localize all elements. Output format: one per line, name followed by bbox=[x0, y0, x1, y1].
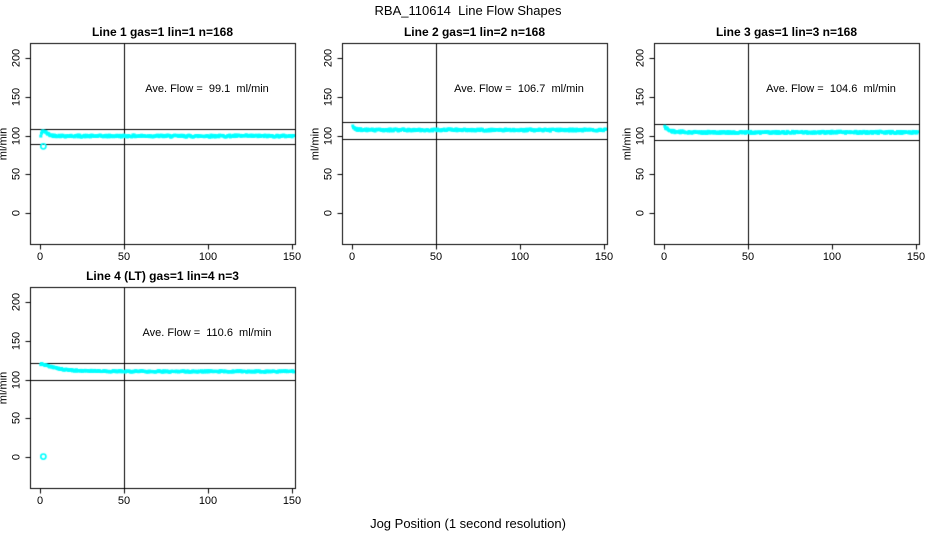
x-tick-label: 50 bbox=[741, 251, 755, 263]
y-tick-label: 50 bbox=[10, 168, 23, 181]
x-tick-label: 100 bbox=[198, 495, 218, 507]
y-axis-label: ml/min bbox=[0, 371, 10, 404]
x-tick-label: 50 bbox=[117, 495, 131, 507]
x-tick-label: 100 bbox=[198, 251, 218, 263]
x-tick-label: 50 bbox=[117, 251, 131, 263]
y-tick-label: 100 bbox=[322, 126, 335, 145]
y-tick-label: 50 bbox=[322, 168, 335, 181]
y-tick-label: 200 bbox=[322, 48, 335, 68]
y-tick-label: 100 bbox=[10, 370, 23, 389]
y-tick-label: 150 bbox=[634, 87, 647, 106]
y-axis-label: ml/min bbox=[309, 127, 322, 160]
y-axis-label: ml/min bbox=[0, 127, 10, 160]
y-axis-label: ml/min bbox=[621, 127, 634, 160]
y-tick-label: 200 bbox=[10, 292, 23, 312]
ave-flow-annotation: Ave. Flow = 110.6 ml/min bbox=[142, 327, 272, 339]
panel-title: Line 2 gas=1 lin=2 n=168 bbox=[403, 25, 546, 39]
x-tick-label: 0 bbox=[36, 251, 44, 263]
panel-title: Line 3 gas=1 lin=3 n=168 bbox=[715, 25, 858, 39]
x-tick-label: 0 bbox=[348, 251, 356, 263]
y-tick-label: 100 bbox=[634, 126, 647, 145]
x-tick-label: 100 bbox=[510, 251, 530, 263]
panel-title: Line 1 gas=1 lin=1 n=168 bbox=[91, 25, 234, 39]
x-tick-label: 150 bbox=[282, 495, 302, 507]
y-tick-label: 150 bbox=[322, 87, 335, 106]
x-tick-label: 150 bbox=[282, 251, 302, 263]
y-tick-label: 0 bbox=[10, 453, 23, 461]
ave-flow-annotation: Ave. Flow = 104.6 ml/min bbox=[766, 83, 896, 95]
x-tick-label: 50 bbox=[429, 251, 443, 263]
y-tick-label: 150 bbox=[10, 331, 23, 350]
x-tick-label: 100 bbox=[822, 251, 842, 263]
y-tick-label: 50 bbox=[10, 412, 23, 425]
y-tick-label: 0 bbox=[634, 209, 647, 217]
x-axis-label: Jog Position (1 second resolution) bbox=[370, 516, 566, 531]
x-tick-label: 0 bbox=[36, 495, 44, 507]
x-tick-label: 150 bbox=[906, 251, 926, 263]
chart-title: RBA_110614 Line Flow Shapes bbox=[374, 3, 562, 18]
ave-flow-annotation: Ave. Flow = 106.7 ml/min bbox=[454, 83, 584, 95]
y-tick-label: 50 bbox=[634, 168, 647, 181]
y-tick-label: 200 bbox=[634, 48, 647, 68]
x-tick-label: 0 bbox=[660, 251, 668, 263]
ave-flow-annotation: Ave. Flow = 99.1 ml/min bbox=[145, 83, 269, 95]
y-tick-label: 0 bbox=[322, 209, 335, 217]
y-tick-label: 150 bbox=[10, 87, 23, 106]
x-tick-label: 150 bbox=[594, 251, 614, 263]
y-tick-label: 200 bbox=[10, 48, 23, 68]
y-tick-label: 0 bbox=[10, 209, 23, 217]
y-tick-label: 100 bbox=[10, 126, 23, 145]
panel-title: Line 4 (LT) gas=1 lin=4 n=3 bbox=[86, 269, 239, 283]
